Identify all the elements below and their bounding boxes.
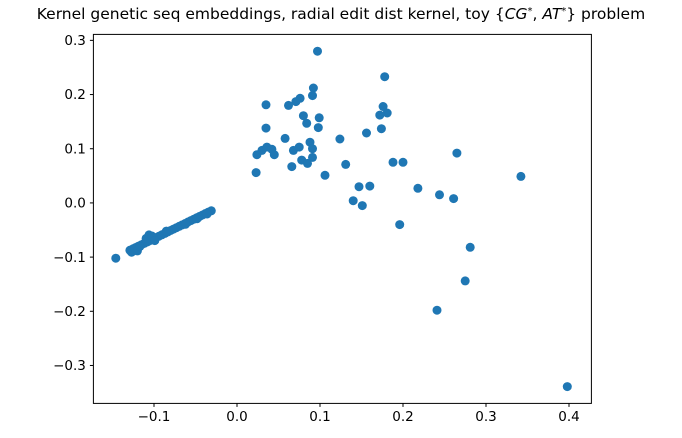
data-point [161,226,171,236]
data-point [261,123,271,133]
plot-title-prefix: Kernel genetic seq embeddings, radial ed… [36,5,505,23]
plot-title-gene2: AT [542,5,562,23]
data-point [378,102,388,111]
data-point [302,118,312,128]
data-point [365,181,375,191]
data-point [202,209,212,219]
data-point [314,113,324,123]
y-tick-label: −0.3 [53,358,86,374]
data-point [382,108,392,118]
plot-title-separator: , [532,5,543,23]
data-point [251,168,261,178]
data-point [181,219,190,229]
data-point [362,128,371,138]
data-point [335,134,345,144]
data-point [291,97,301,107]
data-point [135,242,145,251]
data-point [261,100,271,110]
plot-title-gene2-superscript: * [561,5,567,17]
data-point [303,158,312,168]
data-point [388,157,398,167]
data-point [320,170,330,180]
plot-area [92,33,592,404]
data-point [562,382,572,392]
data-point [313,46,322,56]
data-point [294,142,304,152]
data-point [357,201,367,211]
data-point [269,150,279,160]
data-point [395,220,405,230]
data-point [287,162,297,172]
data-point [280,133,290,143]
data-point [284,100,293,110]
scatter-series [111,46,572,392]
data-point [308,91,317,101]
plot-title-gene1-superscript: * [527,5,533,17]
data-point [435,190,444,200]
data-point [432,305,442,315]
y-tick-label: 0.3 [64,33,85,49]
data-point [308,83,318,93]
y-tick-label: −0.1 [53,250,86,266]
x-tick-label: 0.2 [392,409,413,425]
data-point [398,157,408,167]
data-point [348,196,358,206]
data-point [313,123,323,133]
y-tick-label: 0.2 [64,87,85,103]
x-tick-label: 0.1 [309,409,330,425]
plot-title-suffix: } problem [566,5,646,23]
data-point [111,253,121,263]
data-point [341,159,351,169]
data-point [375,110,385,120]
data-point [376,124,386,134]
data-point [308,144,317,154]
data-point [298,111,308,121]
x-tick-label: 0.3 [475,409,496,425]
x-axis: −0.1 0.0 0.1 0.2 0.3 0.4 [138,403,580,425]
x-tick-label: 0.4 [558,409,579,425]
data-point [452,148,462,158]
data-point [460,276,470,286]
plot-title: Kernel genetic seq embeddings, radial ed… [0,5,682,23]
data-point [413,183,423,193]
data-point [354,182,364,192]
data-point [308,152,317,162]
y-tick-label: −0.2 [53,304,86,320]
y-tick-label: 0.1 [64,141,85,157]
data-point [516,171,526,181]
data-point [465,242,475,252]
y-axis: −0.3 −0.2 −0.1 0.0 0.1 0.2 0.3 [53,33,94,374]
plot-title-gene1: CG [504,5,528,23]
y-tick-label: 0.0 [64,196,85,212]
data-point [380,72,390,82]
x-tick-label: −0.1 [138,409,171,425]
x-tick-label: 0.0 [226,409,247,425]
data-point [150,236,160,246]
data-point [449,194,459,204]
data-point [192,214,202,224]
